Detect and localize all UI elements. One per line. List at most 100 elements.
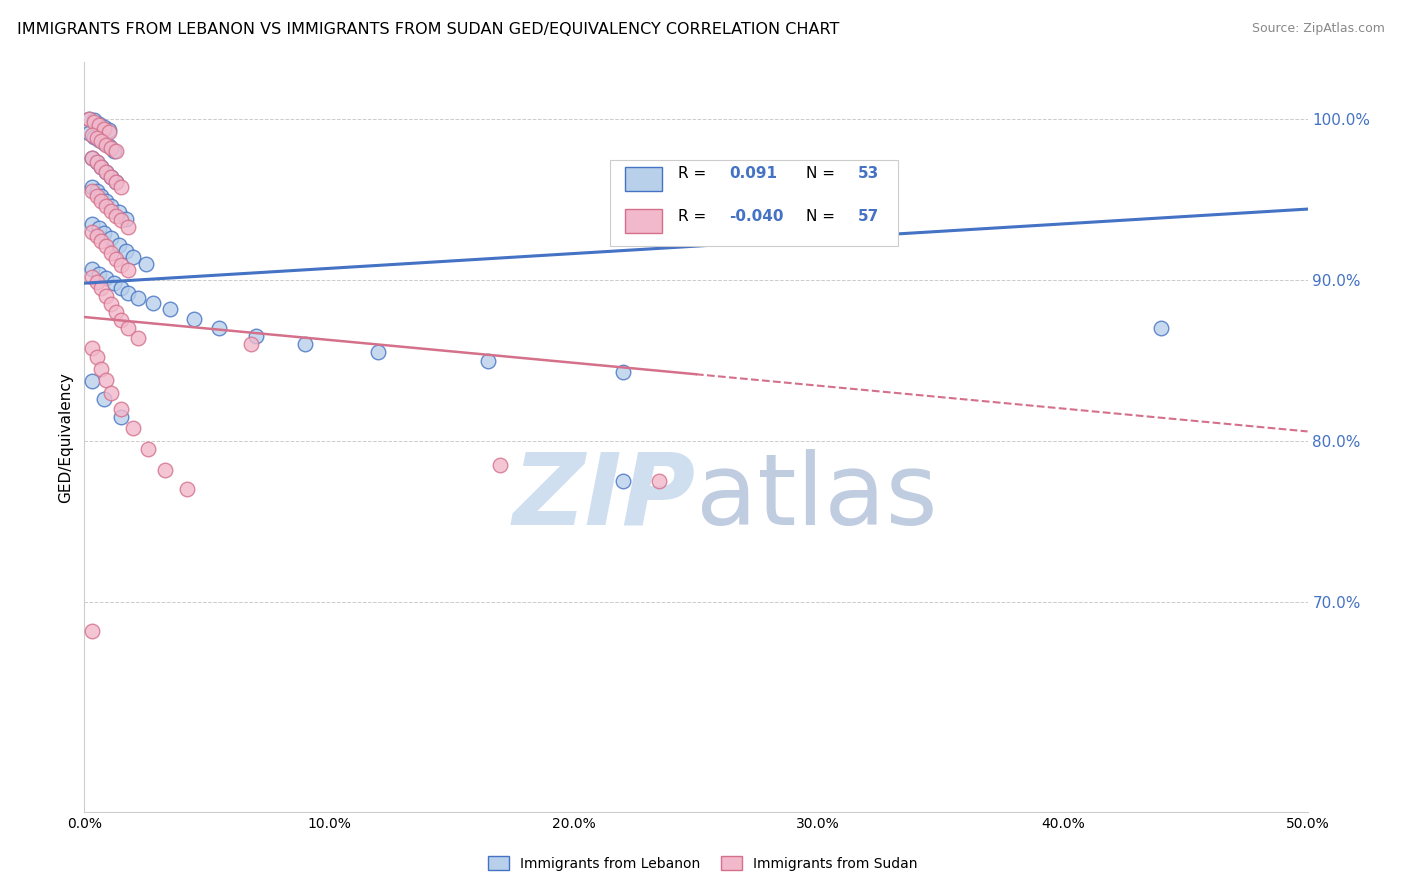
- Text: 57: 57: [858, 210, 879, 224]
- Point: [80, 185, 103, 199]
- Point: [100, 141, 122, 155]
- Point: [87, 267, 110, 281]
- Point: [176, 483, 198, 497]
- Point: [103, 276, 125, 290]
- FancyBboxPatch shape: [610, 160, 898, 246]
- Point: [80, 151, 103, 165]
- Point: [80, 151, 103, 165]
- Text: 53: 53: [858, 166, 879, 181]
- Text: R =: R =: [678, 210, 706, 224]
- Point: [90, 281, 112, 295]
- Point: [83, 115, 105, 129]
- Point: [239, 337, 262, 351]
- Point: [110, 281, 132, 295]
- Point: [86, 185, 108, 199]
- Point: [80, 179, 103, 194]
- Point: [105, 209, 128, 223]
- Point: [100, 297, 122, 311]
- Point: [477, 353, 499, 368]
- Text: N =: N =: [806, 210, 835, 224]
- Point: [110, 259, 132, 273]
- Point: [489, 458, 512, 473]
- Point: [80, 269, 103, 284]
- Point: [245, 329, 267, 343]
- Point: [100, 231, 122, 245]
- Y-axis label: GED/Equivalency: GED/Equivalency: [58, 372, 73, 502]
- Point: [117, 219, 139, 234]
- FancyBboxPatch shape: [626, 167, 662, 191]
- Point: [96, 289, 118, 303]
- Text: 0.091: 0.091: [728, 166, 778, 181]
- Point: [87, 221, 110, 235]
- Point: [87, 118, 110, 132]
- Point: [110, 213, 132, 227]
- Point: [105, 252, 128, 266]
- Point: [110, 179, 132, 194]
- Point: [127, 291, 149, 305]
- Point: [93, 120, 115, 134]
- Point: [86, 351, 108, 365]
- Point: [103, 144, 125, 158]
- Point: [107, 205, 129, 219]
- Point: [100, 169, 122, 184]
- Point: [86, 131, 108, 145]
- Point: [86, 275, 108, 289]
- Point: [1150, 321, 1173, 335]
- Point: [80, 225, 103, 239]
- Point: [110, 409, 132, 424]
- Text: atlas: atlas: [696, 449, 938, 546]
- Point: [80, 341, 103, 355]
- Point: [142, 295, 165, 310]
- Text: IMMIGRANTS FROM LEBANON VS IMMIGRANTS FROM SUDAN GED/EQUIVALENCY CORRELATION CHA: IMMIGRANTS FROM LEBANON VS IMMIGRANTS FR…: [17, 22, 839, 37]
- Point: [612, 475, 634, 489]
- Point: [100, 385, 122, 400]
- Point: [86, 229, 108, 244]
- Text: -0.040: -0.040: [728, 210, 783, 224]
- Point: [80, 624, 103, 639]
- Point: [77, 112, 100, 126]
- Point: [90, 235, 112, 249]
- Point: [122, 421, 145, 435]
- Point: [96, 194, 118, 208]
- Point: [96, 373, 118, 387]
- FancyBboxPatch shape: [626, 209, 662, 234]
- Point: [90, 135, 112, 149]
- Point: [105, 175, 128, 189]
- Point: [100, 203, 122, 218]
- Point: [80, 261, 103, 276]
- Point: [135, 257, 157, 271]
- Point: [97, 125, 120, 139]
- Point: [105, 175, 128, 189]
- Point: [80, 375, 103, 389]
- Point: [115, 244, 138, 258]
- Point: [136, 442, 159, 457]
- Point: [90, 160, 112, 174]
- Point: [100, 199, 122, 213]
- Point: [117, 285, 139, 300]
- Point: [86, 155, 108, 169]
- Point: [90, 189, 112, 203]
- Point: [96, 137, 118, 152]
- Point: [105, 305, 128, 319]
- Point: [110, 401, 132, 416]
- Point: [117, 321, 139, 335]
- Point: [367, 345, 389, 359]
- Point: [93, 121, 115, 136]
- Text: R =: R =: [678, 166, 706, 181]
- Point: [117, 263, 139, 277]
- Point: [110, 313, 132, 327]
- Point: [115, 211, 138, 226]
- Point: [159, 301, 181, 316]
- Point: [97, 123, 120, 137]
- Point: [153, 463, 176, 477]
- Text: Source: ZipAtlas.com: Source: ZipAtlas.com: [1251, 22, 1385, 36]
- Point: [100, 169, 122, 184]
- Point: [87, 117, 110, 131]
- Point: [90, 194, 112, 208]
- Text: ZIP: ZIP: [513, 449, 696, 546]
- Point: [83, 129, 105, 144]
- Point: [93, 392, 115, 407]
- Point: [294, 337, 316, 351]
- Point: [96, 165, 118, 179]
- Point: [105, 144, 128, 158]
